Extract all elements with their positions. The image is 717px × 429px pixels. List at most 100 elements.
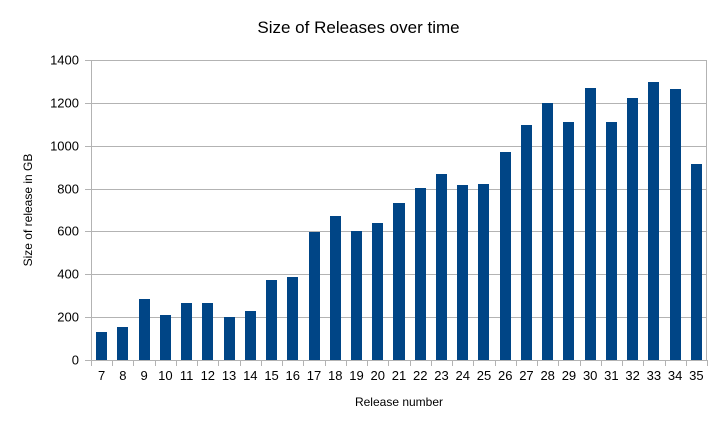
bar-release-24	[457, 184, 469, 360]
x-tick-mark	[430, 360, 432, 366]
x-tick-label: 35	[689, 368, 704, 383]
y-tick-label: 1200	[50, 95, 79, 111]
x-tick-label: 31	[604, 368, 619, 383]
gridline	[91, 188, 707, 190]
y-tick-label: 1000	[50, 138, 79, 154]
x-tick-label: 30	[582, 368, 598, 383]
bar-release-34	[669, 88, 681, 360]
x-tick-label: 10	[158, 368, 173, 383]
y-tick-label: 0	[71, 352, 79, 368]
y-tick-mark	[85, 317, 91, 319]
x-tick-mark	[515, 360, 517, 366]
bar-release-33	[648, 81, 660, 360]
gridline	[91, 60, 707, 61]
x-tick-mark	[452, 360, 454, 366]
x-tick-mark	[494, 360, 496, 366]
bar-release-20	[372, 222, 384, 360]
x-tick-mark	[260, 360, 262, 366]
x-tick-label: 26	[497, 368, 513, 383]
x-tick-label: 16	[285, 368, 301, 383]
x-tick-label: 32	[625, 368, 640, 383]
x-tick-mark	[685, 360, 687, 366]
x-tick-mark	[388, 360, 390, 366]
x-tick-mark	[197, 360, 199, 366]
bar-release-23	[435, 174, 447, 360]
bar-release-8	[117, 326, 129, 360]
x-tick-label: 17	[306, 368, 322, 383]
x-tick-label: 14	[243, 368, 258, 383]
x-tick-mark	[707, 360, 708, 366]
x-tick-label: 9	[140, 368, 148, 383]
bar-release-18	[329, 216, 341, 360]
x-tick-mark	[409, 360, 411, 366]
bar-release-21	[393, 203, 405, 360]
bar-release-19	[350, 231, 363, 360]
x-tick-mark	[664, 360, 666, 366]
y-tick-label: 400	[57, 266, 79, 282]
bar-release-25	[478, 183, 490, 360]
x-tick-mark	[175, 360, 177, 366]
x-tick-label: 12	[200, 368, 216, 383]
x-axis-label: Release number	[354, 395, 444, 409]
x-tick-label: 34	[667, 368, 683, 383]
x-tick-mark	[579, 360, 581, 366]
x-tick-label: 7	[98, 368, 106, 383]
gridline	[91, 145, 707, 147]
bar-release-32	[627, 97, 639, 360]
x-tick-mark	[537, 360, 539, 366]
bar-release-16	[287, 276, 299, 360]
bar-release-15	[266, 280, 278, 360]
x-tick-mark	[622, 360, 624, 366]
y-tick-label: 800	[57, 181, 79, 197]
x-tick-mark	[600, 360, 602, 366]
bar-release-22	[414, 187, 426, 360]
x-tick-label: 29	[561, 368, 577, 383]
plot-right-border	[706, 60, 707, 360]
x-tick-mark	[558, 360, 560, 366]
x-tick-label: 22	[413, 368, 428, 383]
y-tick-mark	[85, 60, 91, 61]
x-tick-mark	[282, 360, 284, 366]
x-tick-mark	[133, 360, 135, 366]
y-tick-label: 200	[57, 309, 79, 325]
x-tick-mark	[218, 360, 220, 366]
y-tick-mark	[85, 188, 91, 190]
x-tick-label: 25	[476, 368, 492, 383]
y-tick-mark	[85, 102, 91, 104]
x-tick-label: 19	[349, 368, 364, 383]
x-tick-label: 23	[434, 368, 449, 383]
x-tick-mark	[239, 360, 241, 366]
bar-release-35	[690, 163, 702, 360]
bar-release-9	[138, 298, 150, 360]
y-axis-line	[91, 60, 92, 360]
x-tick-label: 8	[119, 368, 127, 383]
plot-area: 0 200 400 600 800 1000 1200 1400 7 8 9 10 11 12 13 14 15…	[50, 53, 708, 383]
x-tick-mark	[303, 360, 305, 366]
x-tick-label: 18	[328, 368, 343, 383]
x-tick-label: 27	[519, 368, 534, 383]
x-tick-label: 24	[455, 368, 470, 383]
bar-release-11	[181, 302, 193, 360]
x-tick-mark	[112, 360, 114, 366]
x-tick-mark	[473, 360, 475, 366]
x-tick-label: 11	[179, 368, 194, 383]
bar-release-10	[159, 315, 171, 360]
x-tick-label: 21	[391, 368, 407, 383]
x-tick-mark	[345, 360, 347, 366]
bar-release-27	[520, 124, 532, 360]
x-tick-mark	[91, 360, 92, 366]
bar-release-26	[499, 152, 511, 360]
bar-release-28	[542, 103, 554, 360]
y-tick-label: 1400	[50, 52, 79, 68]
y-tick-mark	[85, 145, 91, 147]
bar-release-13	[223, 316, 235, 360]
chart-title: Size of Releases over time	[257, 18, 460, 37]
bar-release-14	[244, 310, 256, 360]
x-tick-label: 20	[370, 368, 385, 383]
x-tick-label: 33	[646, 368, 662, 383]
x-tick-mark	[324, 360, 326, 366]
y-tick-label: 600	[57, 223, 79, 239]
y-tick-mark	[85, 231, 91, 233]
x-tick-mark	[154, 360, 156, 366]
bar-release-7	[96, 332, 108, 360]
